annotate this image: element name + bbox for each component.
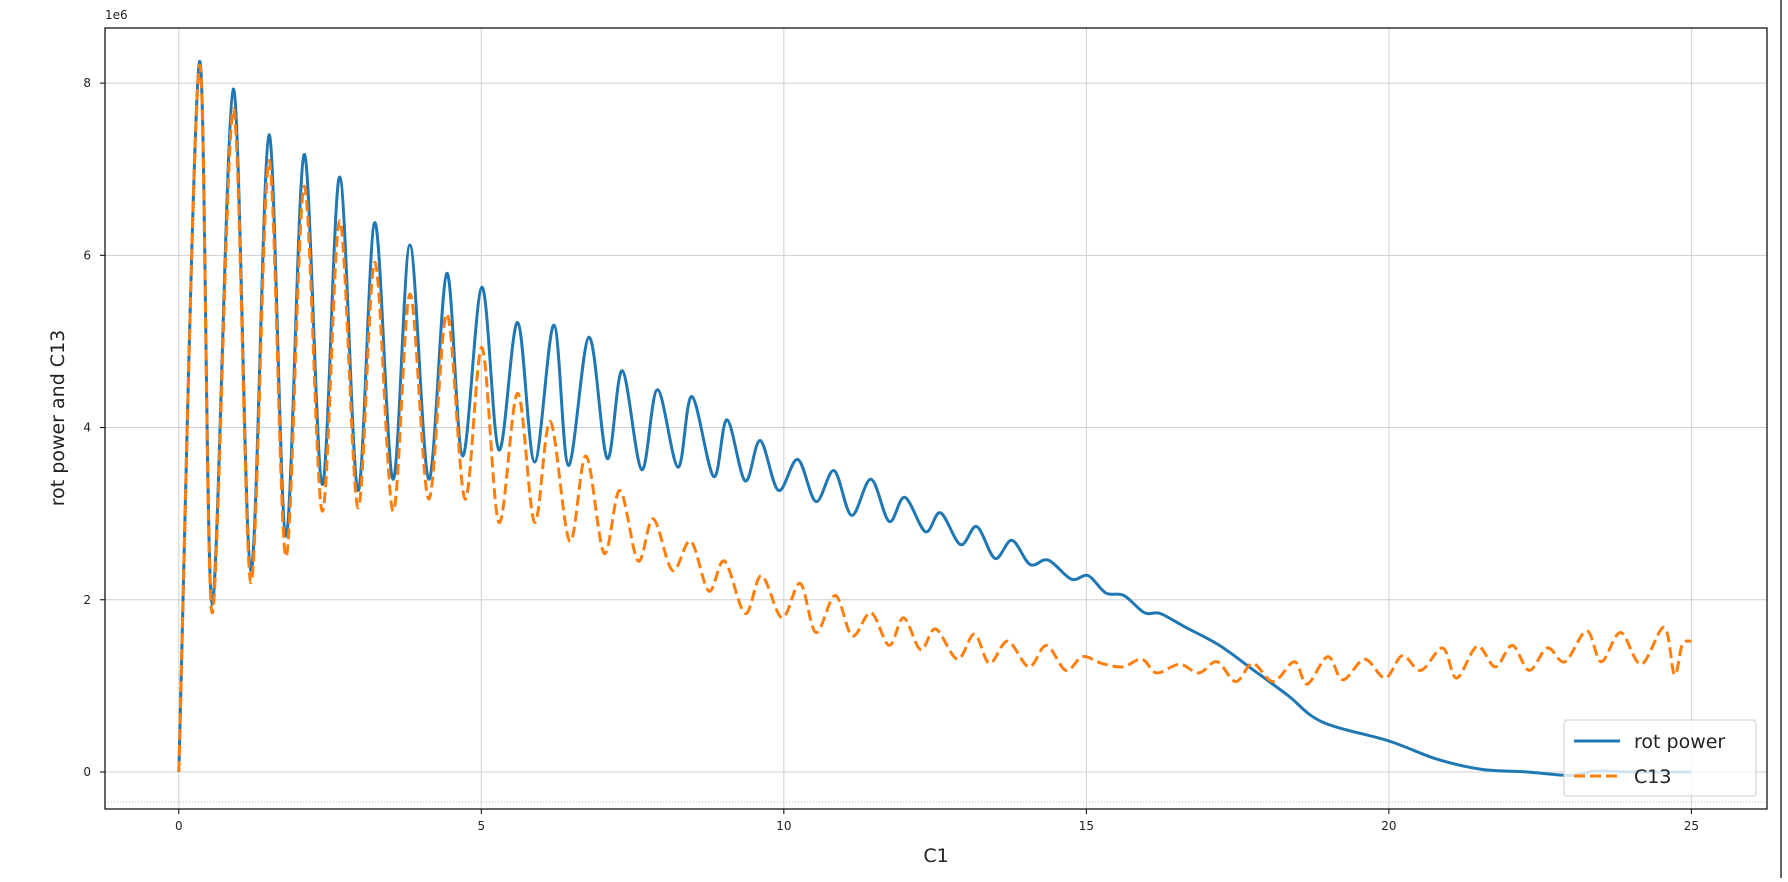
y-tick-label: 0 <box>83 765 91 779</box>
axes-frame <box>104 27 1768 810</box>
y-tick-label: 6 <box>83 248 91 262</box>
series-line-c13 <box>177 63 1692 773</box>
grid <box>105 28 1767 809</box>
x-tick-label: 0 <box>175 819 183 833</box>
y-axis-label: rot power and C13 <box>47 330 69 507</box>
ticks: 0 5 10 15 20 25 0 2 4 6 8 <box>83 76 1699 833</box>
series-layer <box>177 60 1692 777</box>
legend: rot power C13 <box>1563 719 1757 797</box>
y-tick-label: 8 <box>83 76 91 90</box>
x-axis-label: C1 <box>923 845 948 867</box>
legend-label-c13: C13 <box>1634 766 1671 788</box>
x-tick-label: 20 <box>1381 819 1396 833</box>
series-line-rot-power <box>177 60 1692 777</box>
x-tick-label: 15 <box>1079 819 1094 833</box>
y-tick-label: 2 <box>83 593 91 607</box>
x-tick-label: 5 <box>478 819 486 833</box>
legend-label-rot-power: rot power <box>1634 731 1725 753</box>
y-offset-label: 1e6 <box>105 8 128 22</box>
y-tick-label: 4 <box>83 421 91 435</box>
x-tick-label: 10 <box>776 819 791 833</box>
x-tick-label: 25 <box>1684 819 1699 833</box>
